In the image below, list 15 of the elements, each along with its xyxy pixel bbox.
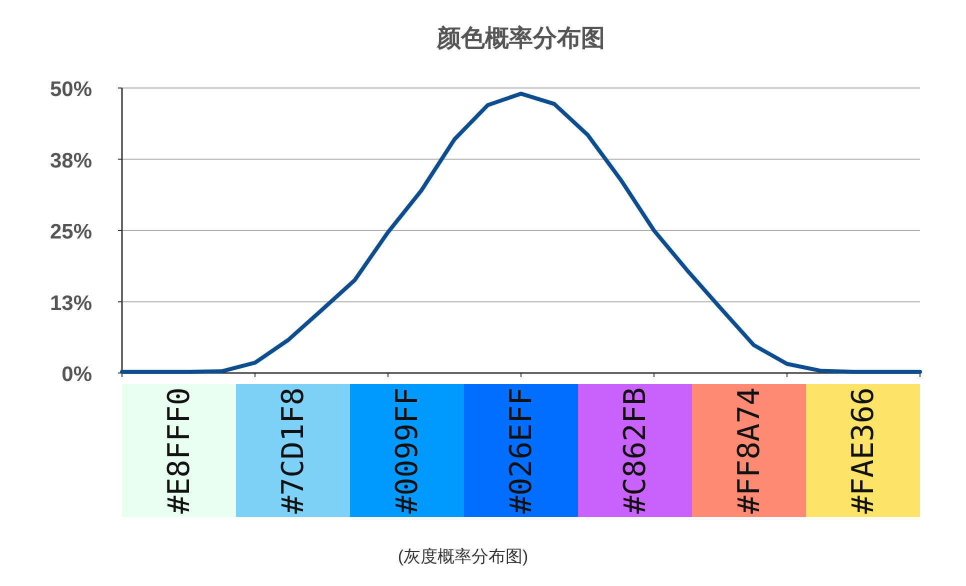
category-label: #FF8A74 — [732, 387, 767, 514]
category-label: #7CD1F8 — [276, 387, 311, 514]
category-label: #026EFF — [504, 387, 539, 514]
y-tick-label: 50% — [50, 78, 92, 101]
line-series — [120, 92, 922, 374]
category-label: #E8FFF0 — [162, 387, 197, 514]
category-label: #0099FF — [390, 387, 425, 514]
text: (灰度概率分布图) — [398, 547, 528, 566]
y-tick-label: 25% — [50, 220, 92, 244]
category-label: #FAE366 — [846, 387, 881, 514]
y-tick-label: 13% — [50, 292, 92, 315]
y-tick-label: 38% — [50, 149, 92, 172]
category-label: #C862FB — [618, 387, 653, 514]
chart-title: 颜色概率分布图 — [436, 25, 605, 52]
y-tick-label: 0% — [62, 363, 92, 386]
